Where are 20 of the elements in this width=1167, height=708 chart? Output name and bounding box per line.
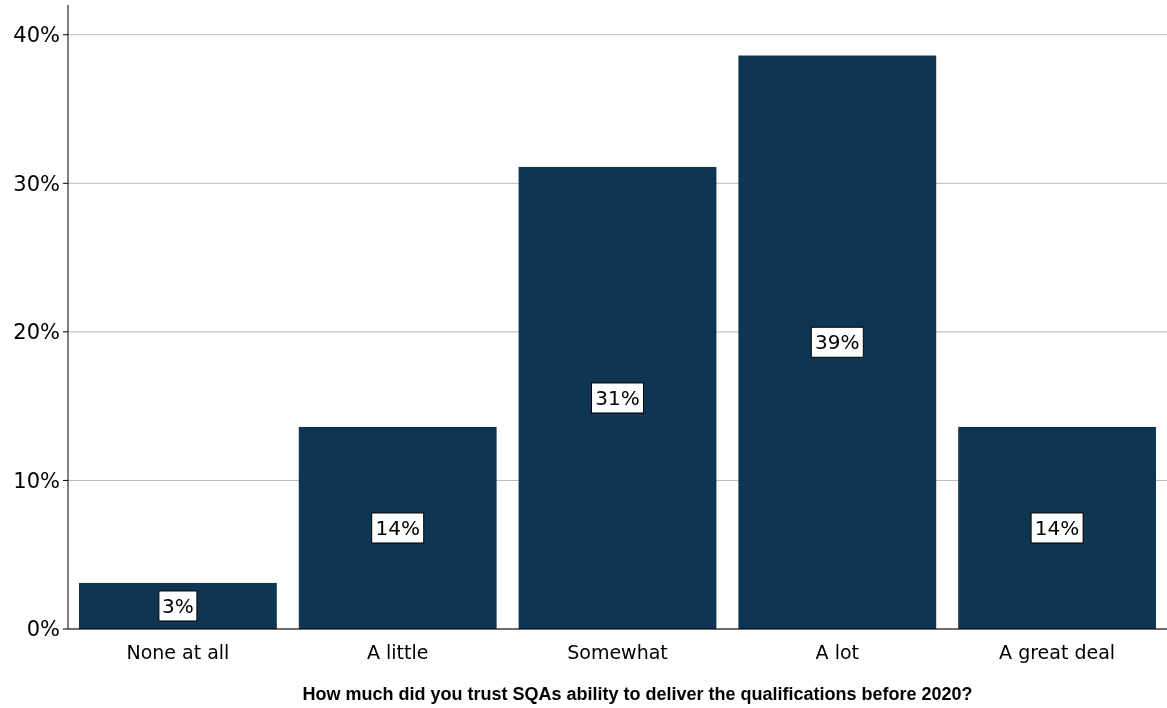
- bar: [518, 166, 717, 629]
- data-label: 39%: [815, 330, 860, 355]
- x-axis-title: How much did you trust SQAs ability to deliver the qualifications before 2020?: [302, 684, 973, 704]
- y-tick-label: 0%: [26, 617, 60, 642]
- data-label: 14%: [1034, 515, 1080, 540]
- y-tick-label: 30%: [13, 171, 60, 196]
- bar: [958, 426, 1157, 629]
- y-tick-label: 40%: [13, 23, 60, 48]
- x-tick-label: A little: [366, 641, 429, 663]
- bar: [298, 426, 497, 629]
- y-tick-label: 20%: [13, 320, 60, 345]
- bar: [738, 55, 937, 629]
- x-tick-label: A great deal: [999, 641, 1116, 663]
- y-tick-label: 10%: [13, 468, 60, 493]
- data-label: 3%: [162, 593, 194, 618]
- x-tick-label: None at all: [126, 641, 230, 663]
- x-tick-label: Somewhat: [567, 641, 668, 663]
- x-tick-label: A lot: [815, 641, 859, 663]
- data-label: 14%: [375, 515, 420, 540]
- data-label: 31%: [595, 385, 640, 410]
